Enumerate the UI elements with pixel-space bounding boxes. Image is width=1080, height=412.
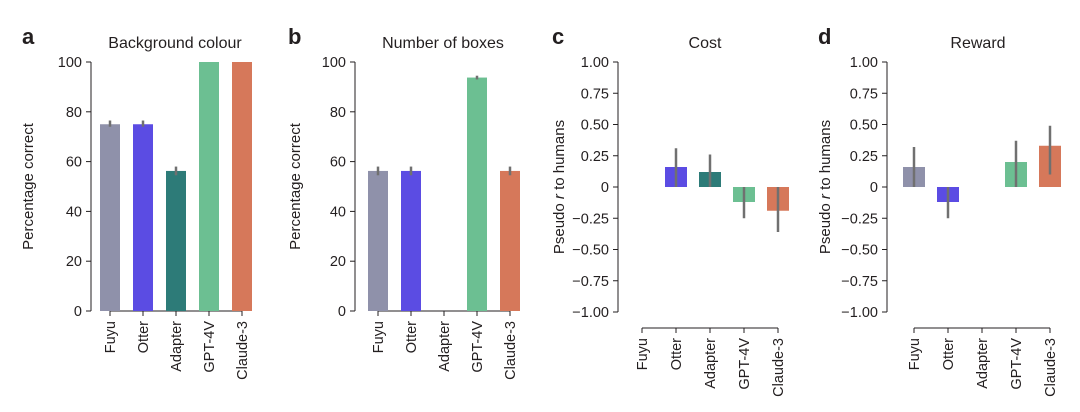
panel-letter: b	[288, 24, 301, 49]
bar-fuyu	[100, 124, 120, 311]
y-tick-label: −0.75	[572, 274, 609, 290]
y-tick-label: 0.50	[581, 118, 609, 134]
panel-c: c Cost −1.00 −0.75 −0.50 −0.25 0 0.25 0.50 0.75 1.…	[551, 24, 789, 397]
x-tick-label-otter: Otter	[669, 338, 685, 370]
y-tick-label: 80	[66, 105, 82, 121]
y-tick-label: 60	[330, 155, 346, 171]
x-tick-label-gpt-4v: GPT-4V	[470, 321, 486, 373]
y-tick-label: 40	[330, 204, 346, 220]
y-axis-label: Pseudo r to humans	[551, 120, 568, 254]
bar-gpt-4v	[199, 62, 219, 311]
bar-gpt-4v	[467, 77, 487, 311]
y-tick-label: −0.50	[841, 243, 878, 259]
y-tick-label: −0.25	[572, 211, 609, 227]
x-tick-label-otter: Otter	[136, 321, 152, 353]
chart-title: Reward	[950, 35, 1005, 52]
y-tick-label: 0.75	[581, 86, 609, 102]
y-tick-label: 100	[58, 55, 82, 71]
bar-claude-3	[500, 170, 520, 311]
bar-otter	[133, 124, 153, 311]
x-tick-label-fuyu: Fuyu	[635, 338, 651, 370]
panel-d: d Reward −1.00 −0.75 −0.50 −0.25 0 0.25 0.50 0.75…	[817, 24, 1061, 397]
chart-title: Cost	[689, 35, 722, 52]
x-tick-label-claude-3: Claude-3	[1043, 338, 1059, 397]
y-axis-label-prefix: Pseudo	[551, 199, 568, 254]
x-tick-label-fuyu: Fuyu	[907, 338, 923, 370]
y-tick-label: 1.00	[581, 55, 609, 71]
x-tick-label-claude-3: Claude-3	[771, 338, 787, 397]
x-tick-label-gpt-4v: GPT-4V	[737, 338, 753, 390]
panel-letter: c	[552, 24, 564, 49]
y-tick-label: −0.25	[841, 211, 878, 227]
y-axis-label-suffix: to humans	[551, 120, 568, 194]
x-tick-label-otter: Otter	[404, 321, 420, 353]
panel-b: b Number of boxes 0 20 40 60 80 100 Fuyu Otter Ada…	[287, 24, 520, 380]
y-tick-label: 1.00	[850, 55, 878, 71]
x-tick-label-claude-3: Claude-3	[503, 321, 519, 380]
panel-letter: d	[818, 24, 831, 49]
chart-title: Number of boxes	[382, 35, 504, 52]
y-tick-label: −0.50	[572, 243, 609, 259]
x-tick-label-adapter: Adapter	[703, 338, 719, 389]
x-tick-label-fuyu: Fuyu	[103, 321, 119, 353]
x-tick-label-claude-3: Claude-3	[235, 321, 251, 380]
y-axis-label: Percentage correct	[20, 122, 37, 250]
y-tick-label: 0	[601, 180, 609, 196]
x-tick-label-fuyu: Fuyu	[371, 321, 387, 353]
y-tick-label: 60	[66, 155, 82, 171]
panel-letter: a	[22, 24, 35, 49]
y-axis-label: Percentage correct	[287, 122, 304, 250]
y-axis-label-italic: r	[551, 193, 568, 199]
bar-fuyu	[368, 170, 388, 311]
bar-otter	[401, 170, 421, 311]
bar-adapter	[166, 170, 186, 311]
y-tick-label: 0.25	[581, 149, 609, 165]
y-tick-label: 20	[330, 254, 346, 270]
y-tick-label: −0.75	[841, 274, 878, 290]
y-tick-label: 100	[322, 55, 346, 71]
x-tick-label-gpt-4v: GPT-4V	[1009, 338, 1025, 390]
x-tick-label-gpt-4v: GPT-4V	[202, 321, 218, 373]
y-tick-label: 0	[74, 304, 82, 320]
bar-claude-3	[232, 62, 252, 311]
chart-title: Background colour	[108, 35, 242, 52]
y-tick-label: 0	[870, 180, 878, 196]
y-tick-label: 0.25	[850, 149, 878, 165]
y-tick-label: −1.00	[572, 305, 609, 321]
y-tick-label: 0	[338, 304, 346, 320]
y-tick-label: 0.75	[850, 86, 878, 102]
y-tick-label: −1.00	[841, 305, 878, 321]
x-tick-label-adapter: Adapter	[169, 321, 185, 372]
y-tick-label: 80	[330, 105, 346, 121]
x-tick-label-otter: Otter	[941, 338, 957, 370]
panel-a: a Background colour 0 20 40 60 80 100 Fuyu Otter A…	[20, 24, 252, 380]
y-axis-label-italic: r	[817, 193, 834, 199]
y-tick-label: 0.50	[850, 118, 878, 134]
y-axis-label-suffix: to humans	[817, 120, 834, 194]
x-tick-label-adapter: Adapter	[437, 321, 453, 372]
y-tick-label: 20	[66, 254, 82, 270]
y-axis-label: Pseudo r to humans	[817, 120, 834, 254]
y-tick-label: 40	[66, 204, 82, 220]
x-tick-label-adapter: Adapter	[975, 338, 991, 389]
y-axis-label-prefix: Pseudo	[817, 199, 834, 254]
